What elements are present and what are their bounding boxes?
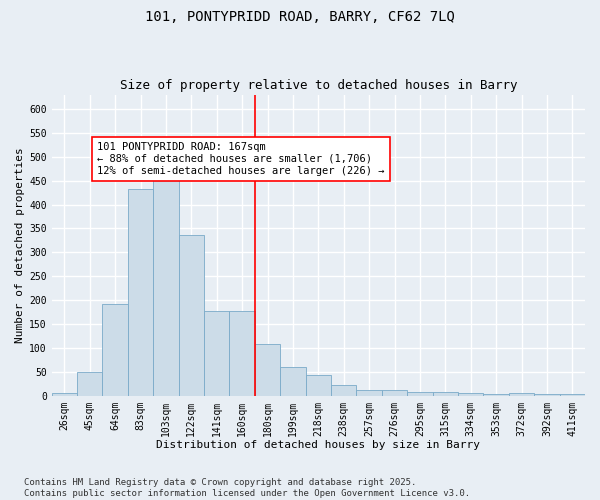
Bar [331,384,356,396]
Text: Contains HM Land Registry data © Crown copyright and database right 2025.
Contai: Contains HM Land Registry data © Crown c… [24,478,470,498]
Bar [280,367,305,396]
Text: 101, PONTYPRIDD ROAD, BARRY, CF62 7LQ: 101, PONTYPRIDD ROAD, BARRY, CF62 7LQ [145,10,455,24]
Bar [433,392,458,396]
Bar [153,165,179,396]
Bar [356,390,382,396]
X-axis label: Distribution of detached houses by size in Barry: Distribution of detached houses by size … [157,440,481,450]
Bar [484,394,509,396]
Title: Size of property relative to detached houses in Barry: Size of property relative to detached ho… [119,79,517,92]
Bar [305,375,331,396]
Bar [204,310,229,396]
Bar [407,392,433,396]
Bar [458,394,484,396]
Bar [52,394,77,396]
Text: 101 PONTYPRIDD ROAD: 167sqm
← 88% of detached houses are smaller (1,706)
12% of : 101 PONTYPRIDD ROAD: 167sqm ← 88% of det… [97,142,385,176]
Bar [534,394,560,396]
Bar [509,394,534,396]
Bar [103,304,128,396]
Bar [255,344,280,396]
Bar [77,372,103,396]
Bar [229,310,255,396]
Bar [560,394,585,396]
Y-axis label: Number of detached properties: Number of detached properties [15,148,25,343]
Bar [128,189,153,396]
Bar [179,234,204,396]
Bar [382,390,407,396]
